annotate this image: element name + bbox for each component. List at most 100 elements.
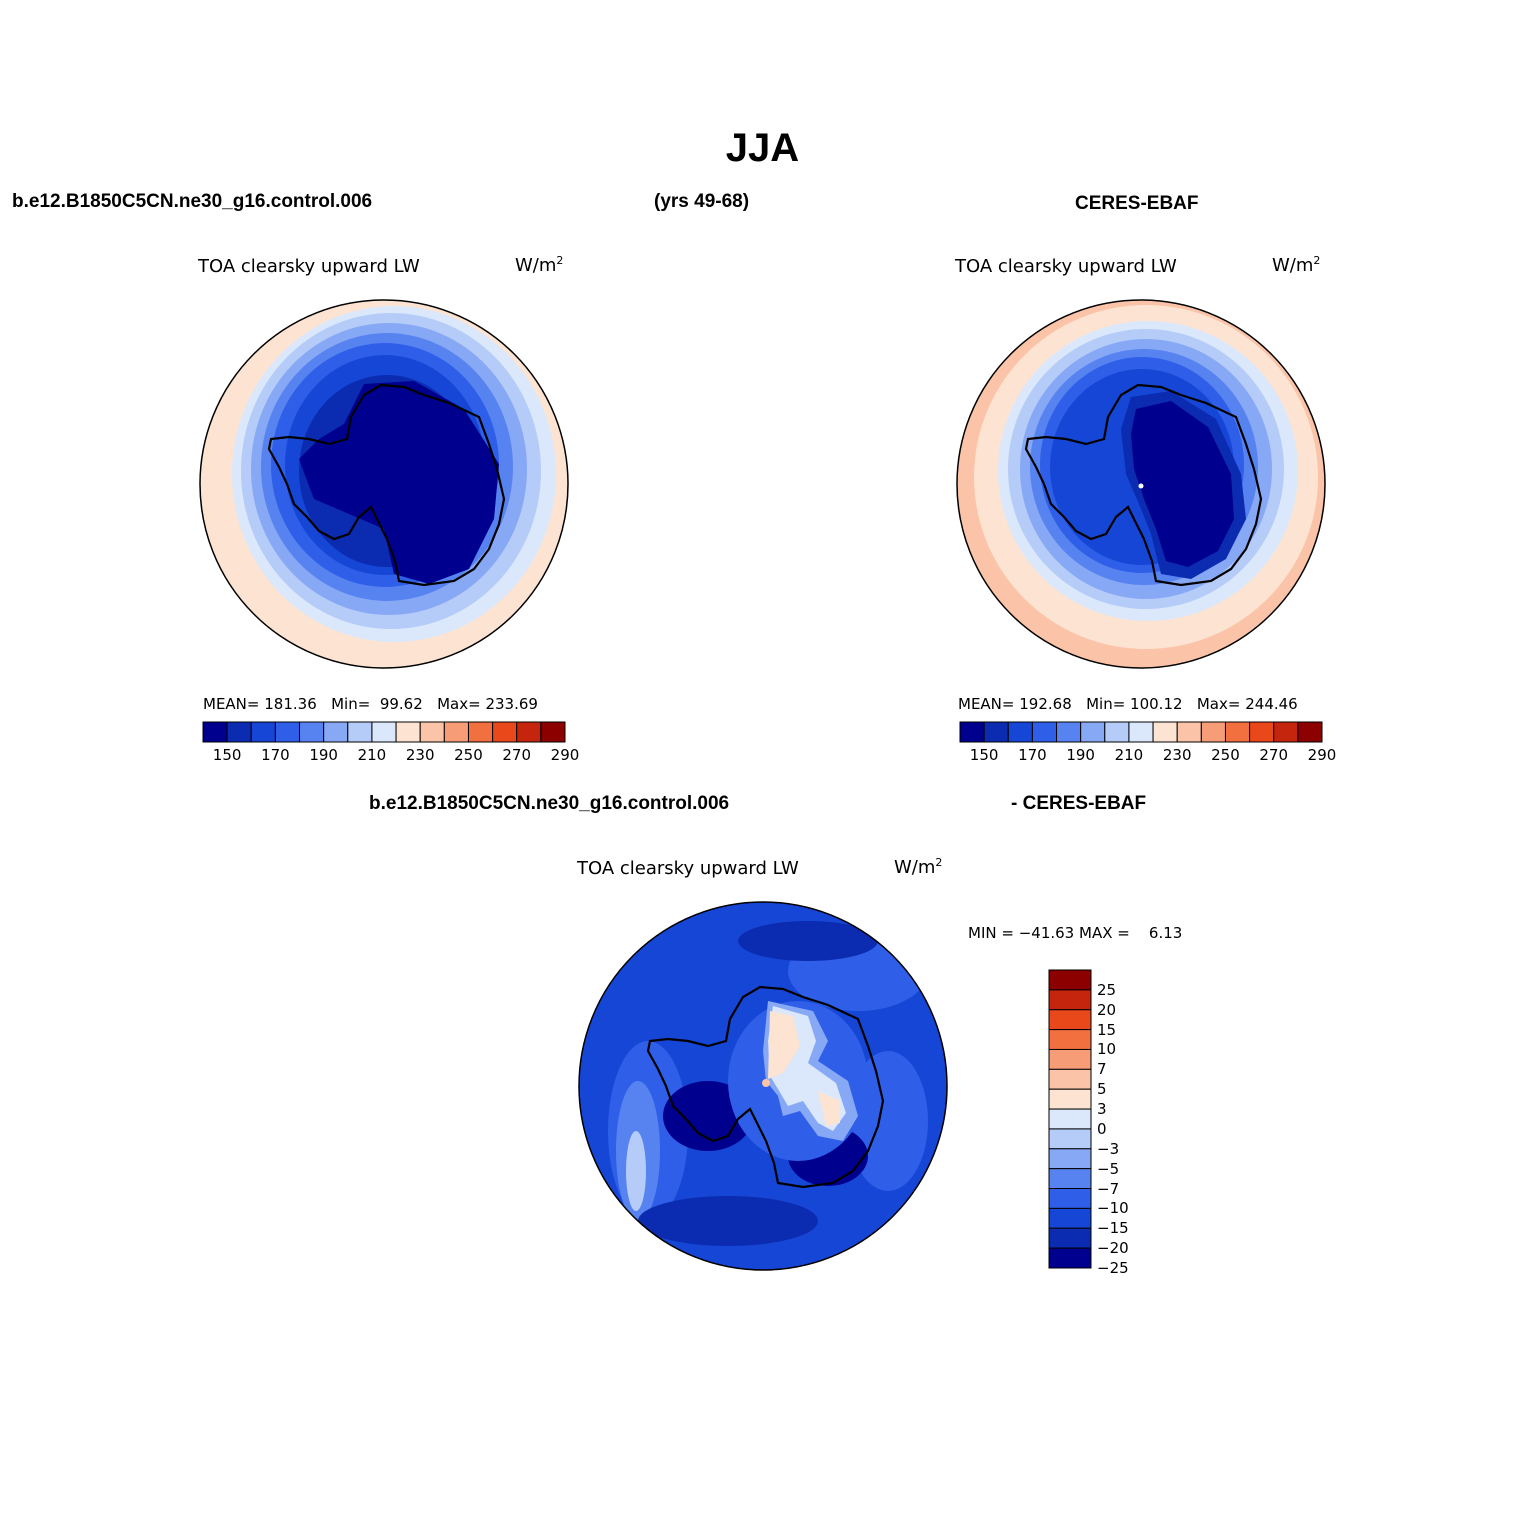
pole-marker <box>1138 483 1144 489</box>
obs-title: CERES-EBAF <box>1075 193 1199 214</box>
difference-colorbar <box>1048 969 1092 1269</box>
colorbar-tick-label: 3 <box>1097 1100 1107 1119</box>
colorbar-swatch <box>1048 1148 1092 1170</box>
map-frame <box>578 901 948 1271</box>
diff-model-title: b.e12.B1850C5CN.ne30_g16.control.006 <box>369 793 730 814</box>
colorbar-swatch <box>323 721 349 743</box>
colorbar-swatch <box>540 721 566 743</box>
colorbar-tick-label: −5 <box>1097 1159 1120 1178</box>
colorbar-swatch <box>1031 721 1058 743</box>
page-title: JJA <box>725 126 800 170</box>
diff-panel-units: W/m2 <box>894 856 943 878</box>
map-frame <box>199 299 569 669</box>
colorbar-tick-label: −3 <box>1097 1139 1120 1158</box>
colorbar-swatch <box>1176 721 1202 743</box>
colorbar-tick-label: 15 <box>1097 1020 1117 1039</box>
colorbar-swatch <box>1273 721 1299 743</box>
colorbar-swatch <box>516 721 542 743</box>
difference-polar-map <box>578 901 948 1271</box>
colorbar-swatch <box>274 721 301 743</box>
colorbar-swatch <box>1048 1048 1092 1070</box>
colorbar-tick-label: 290 <box>550 746 580 764</box>
colorbar-tick-label: 10 <box>1097 1040 1117 1059</box>
colorbar-swatch <box>1056 721 1082 743</box>
diff-stats: MIN = −41.63 MAX = 6.13 <box>968 924 1183 942</box>
colorbar-tick-label: 210 <box>1114 746 1144 764</box>
colorbar-tick-label: −7 <box>1097 1179 1120 1198</box>
colorbar-swatch <box>1048 1108 1092 1130</box>
colorbar-swatch <box>1048 1128 1092 1150</box>
colorbar-swatch <box>1297 721 1323 743</box>
model-stats: MEAN= 181.36 Min= 99.62 Max= 233.69 <box>203 695 538 713</box>
colorbar-tick-label: 190 <box>1066 746 1095 764</box>
colorbar-swatch <box>1048 1168 1092 1190</box>
diff-obs-title: - CERES-EBAF <box>1011 793 1147 814</box>
colorbar-tick-label: 250 <box>454 746 483 764</box>
colorbar-swatch <box>1048 1188 1092 1209</box>
antarctica-outline <box>1024 383 1263 587</box>
colorbar-swatch <box>1048 1088 1092 1110</box>
model-colorbar <box>202 721 566 743</box>
colorbar-tick-label: 170 <box>1018 746 1047 764</box>
colorbar-swatch <box>1152 721 1178 743</box>
colorbar-swatch <box>959 721 985 743</box>
colorbar-tick-label: −20 <box>1097 1239 1129 1258</box>
colorbar-tick-label: 25 <box>1097 980 1117 999</box>
antarctica-outline <box>646 985 885 1189</box>
colorbar-swatch <box>226 721 252 743</box>
colorbar-swatch <box>1007 721 1033 743</box>
colorbar-swatch <box>1048 1009 1092 1031</box>
model-panel-units: W/m2 <box>515 254 564 276</box>
colorbar-tick-label: 270 <box>502 746 532 764</box>
colorbar-tick-label: 210 <box>357 746 387 764</box>
model-panel-variable: TOA clearsky upward LW <box>198 256 420 277</box>
colorbar-swatch <box>1104 721 1130 743</box>
colorbar-swatch <box>1080 721 1106 743</box>
colorbar-tick-label: 20 <box>1097 1000 1117 1019</box>
colorbar-tick-label: 150 <box>969 746 999 764</box>
model-case-title: b.e12.B1850C5CN.ne30_g16.control.006 <box>12 191 373 212</box>
colorbar-swatch <box>1048 1227 1092 1249</box>
colorbar-swatch <box>1048 1029 1092 1050</box>
colorbar-swatch <box>492 721 518 743</box>
colorbar-tick-label: −15 <box>1097 1219 1129 1238</box>
difference-colorbar-labels: 25 20 15 10 7 5 3 0 −3 −5 −7 −10 −15 −20 −25 <box>1097 970 1157 1277</box>
model-polar-map <box>199 299 569 669</box>
colorbar-tick-label: 5 <box>1097 1080 1107 1099</box>
map-frame <box>956 299 1326 669</box>
colorbar-swatch <box>1249 721 1275 743</box>
colorbar-swatch <box>1048 1247 1092 1269</box>
colorbar-swatch <box>443 721 469 743</box>
colorbar-tick-label: 190 <box>309 746 338 764</box>
colorbar-tick-label: 230 <box>1162 746 1192 764</box>
colorbar-tick-label: 230 <box>405 746 435 764</box>
obs-colorbar-labels: 150 170 190 210 230 250 270 290 <box>960 746 1337 766</box>
colorbar-tick-label: 0 <box>1097 1119 1107 1138</box>
colorbar-swatch <box>250 721 276 743</box>
colorbar-swatch <box>419 721 445 743</box>
colorbar-swatch <box>299 721 325 743</box>
antarctica-outline <box>267 383 506 587</box>
colorbar-tick-label: 170 <box>261 746 290 764</box>
colorbar-swatch <box>395 721 421 743</box>
colorbar-swatch <box>983 721 1009 743</box>
obs-polar-map <box>956 299 1326 669</box>
colorbar-swatch <box>1048 1068 1092 1090</box>
years-title: (yrs 49-68) <box>654 191 750 212</box>
colorbar-tick-label: 250 <box>1211 746 1240 764</box>
obs-stats: MEAN= 192.68 Min= 100.12 Max= 244.46 <box>958 695 1298 713</box>
colorbar-swatch <box>1048 1207 1092 1229</box>
colorbar-tick-label: 290 <box>1307 746 1337 764</box>
colorbar-swatch <box>1048 969 1092 991</box>
obs-panel-variable: TOA clearsky upward LW <box>955 256 1177 277</box>
colorbar-swatch <box>467 721 494 743</box>
colorbar-swatch <box>347 721 373 743</box>
colorbar-swatch <box>1224 721 1251 743</box>
colorbar-tick-label: 270 <box>1259 746 1289 764</box>
colorbar-swatch <box>1200 721 1226 743</box>
colorbar-swatch <box>202 721 228 743</box>
colorbar-tick-label: 150 <box>212 746 242 764</box>
obs-panel-units: W/m2 <box>1272 254 1321 276</box>
colorbar-tick-label: 7 <box>1097 1060 1107 1079</box>
diff-panel-variable: TOA clearsky upward LW <box>577 858 799 879</box>
